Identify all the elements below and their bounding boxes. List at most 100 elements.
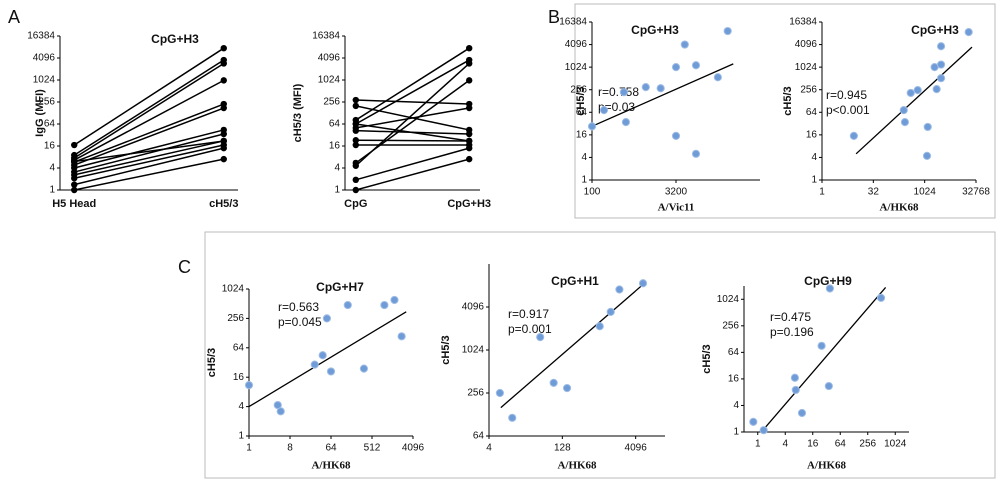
y-tick-label: 1 [334, 185, 340, 196]
point [825, 284, 835, 293]
point [71, 141, 78, 149]
point [466, 77, 473, 84]
panel-frame [574, 3, 996, 219]
x-tick-label: CpG+H3 [447, 198, 491, 210]
point [220, 155, 227, 163]
x-tick-label: 4096 [402, 443, 425, 454]
point [932, 85, 941, 94]
point [900, 118, 910, 127]
point [220, 144, 227, 152]
pair-line [74, 140, 224, 176]
y-tick-label: 4 [49, 163, 55, 174]
x-tick-label: cH5/3 [209, 198, 238, 210]
y-tick-label: 64 [728, 347, 740, 358]
panel-label: A [8, 7, 20, 27]
y-tick-label: 16 [576, 129, 588, 140]
y-tick-label: 16384 [559, 17, 587, 28]
x-tick-label: 1 [755, 439, 761, 450]
point [352, 137, 359, 144]
point [817, 341, 826, 350]
y-tick-label: 4096 [795, 39, 818, 50]
point [359, 364, 369, 373]
point [352, 120, 359, 128]
y-tick-label: 256 [570, 84, 587, 95]
y-tick-label: 1024 [222, 284, 245, 295]
point [318, 351, 327, 360]
point [397, 332, 406, 341]
x-tick-label: 3200 [665, 187, 688, 198]
point [276, 407, 285, 416]
chart-title: CpG+H7 [316, 280, 364, 294]
point [71, 186, 78, 194]
x-tick-label: 1 [246, 443, 252, 454]
y-tick-label: 1 [733, 427, 739, 438]
point [641, 83, 650, 92]
point [936, 60, 946, 69]
x-axis-label: A/Vic11 [658, 202, 695, 214]
panel-label: B [548, 7, 560, 27]
point [220, 77, 227, 84]
pair-line [74, 129, 224, 169]
annotation: r=0.917 [508, 307, 549, 321]
point [220, 60, 227, 67]
y-tick-label: 64 [329, 119, 341, 130]
y-tick-label: 1024 [565, 62, 588, 73]
y-tick-label: 4096 [33, 53, 56, 64]
x-tick-label: 512 [364, 443, 381, 454]
chart-title: CpG+H3 [631, 23, 679, 37]
point [352, 186, 359, 194]
point [352, 127, 359, 134]
pair-line [73, 103, 225, 163]
point [723, 26, 732, 36]
point [936, 42, 946, 51]
point [466, 130, 473, 138]
trendline [591, 63, 734, 127]
point [638, 279, 648, 288]
pair-line [73, 62, 225, 159]
x-tick-label: H5 Head [52, 198, 96, 210]
trendline [500, 282, 645, 409]
annotation: p=0.196 [770, 325, 814, 339]
annotation: r=0.563 [278, 300, 319, 314]
point [621, 118, 631, 127]
y-tick-label: 4096 [565, 39, 588, 50]
y-axis-label: cH5/3 [206, 348, 218, 377]
point [244, 381, 254, 390]
y-tick-label: 4096 [318, 53, 341, 64]
y-tick-label: 256 [722, 320, 739, 331]
point [220, 137, 227, 145]
y-tick-label: 1024 [318, 75, 341, 86]
point [906, 88, 915, 98]
y-tick-label: 1024 [33, 75, 56, 86]
pair-line [74, 144, 224, 179]
x-axis-label: A/HK68 [557, 460, 597, 472]
point [749, 417, 758, 426]
point [680, 40, 689, 49]
trendline [248, 311, 407, 408]
point [562, 383, 572, 393]
y-tick-label: 1024 [717, 294, 740, 305]
y-tick-label: 1 [238, 431, 244, 442]
point [619, 88, 629, 97]
point [536, 333, 545, 342]
pair-line [355, 59, 470, 125]
y-tick-label: 64 [806, 107, 818, 118]
point [656, 84, 665, 93]
point [671, 131, 681, 141]
point [899, 106, 908, 115]
point [691, 149, 701, 158]
y-tick-label: 1 [49, 185, 55, 196]
pair-line [355, 99, 470, 105]
y-tick-label: 256 [323, 97, 340, 108]
chart-title: CpG+H9 [804, 274, 852, 288]
annotation: r=0.475 [770, 310, 811, 324]
x-tick-label: 4096 [625, 443, 648, 454]
y-tick-label: 4 [733, 400, 739, 411]
point [964, 28, 973, 37]
trendline [855, 46, 973, 155]
y-axis-label: IgG (MFI) [34, 89, 46, 137]
y-tick-label: 16384 [789, 17, 817, 28]
y-tick-label: 16 [728, 374, 740, 385]
panel-label: C [178, 257, 191, 277]
